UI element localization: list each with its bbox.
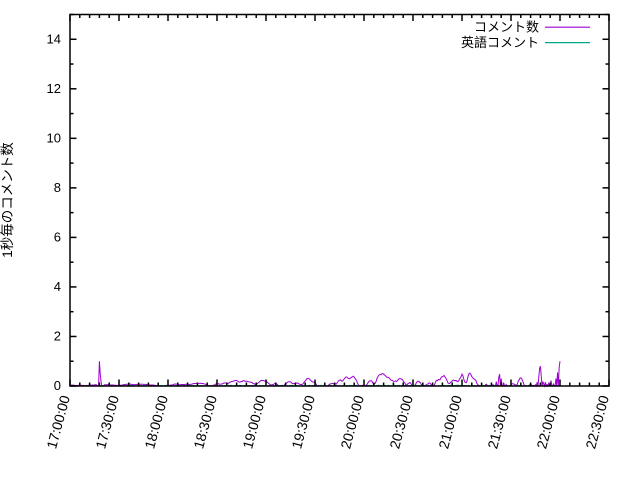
svg-text:0: 0 bbox=[54, 378, 61, 393]
svg-text:6: 6 bbox=[54, 229, 61, 244]
svg-text:2: 2 bbox=[54, 328, 61, 343]
svg-text:8: 8 bbox=[54, 180, 61, 195]
svg-text:4: 4 bbox=[54, 279, 61, 294]
svg-text:1秒毎のコメント数: 1秒毎のコメント数 bbox=[0, 142, 15, 258]
svg-text:10: 10 bbox=[47, 130, 61, 145]
svg-text:英語コメント: 英語コメント bbox=[461, 35, 539, 50]
svg-text:12: 12 bbox=[47, 81, 61, 96]
svg-text:コメント数: コメント数 bbox=[474, 20, 539, 35]
svg-text:14: 14 bbox=[47, 31, 61, 46]
